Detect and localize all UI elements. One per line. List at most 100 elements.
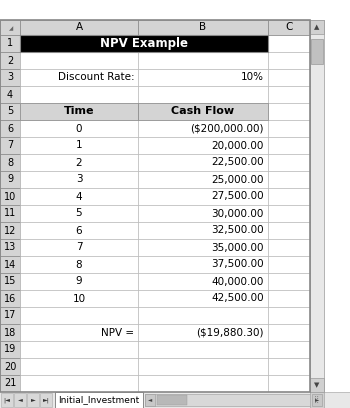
Bar xyxy=(268,358,310,375)
Bar xyxy=(0,307,20,324)
Text: 32,500.00: 32,500.00 xyxy=(211,226,264,235)
Text: 0: 0 xyxy=(76,124,82,133)
Text: 1: 1 xyxy=(76,140,82,151)
Text: C: C xyxy=(285,22,293,33)
Bar xyxy=(310,378,324,392)
Bar xyxy=(268,290,310,307)
Text: Initial_Investment: Initial_Investment xyxy=(58,395,140,404)
Text: 5: 5 xyxy=(7,106,13,117)
Bar xyxy=(0,392,350,408)
Bar xyxy=(138,256,268,273)
Text: ▲: ▲ xyxy=(314,24,320,30)
Bar xyxy=(20,35,268,52)
Bar xyxy=(268,137,310,154)
Bar xyxy=(20,35,138,52)
Bar xyxy=(0,239,20,256)
Text: 2: 2 xyxy=(76,157,82,168)
Bar xyxy=(20,171,138,188)
Text: 9: 9 xyxy=(76,277,82,286)
Bar xyxy=(1,393,13,407)
Bar xyxy=(0,69,20,86)
Bar xyxy=(0,120,20,137)
Bar xyxy=(55,392,143,408)
Text: 5: 5 xyxy=(76,208,82,219)
Text: 11: 11 xyxy=(4,208,16,219)
Text: ►: ► xyxy=(31,397,35,403)
Bar xyxy=(0,52,20,69)
Bar xyxy=(0,35,20,52)
Bar xyxy=(138,20,268,35)
Text: 17: 17 xyxy=(4,310,16,321)
Bar xyxy=(310,20,324,34)
Text: ◄: ◄ xyxy=(18,397,22,403)
Text: 8: 8 xyxy=(7,157,13,168)
Bar xyxy=(20,120,138,137)
Text: ►|: ►| xyxy=(43,397,49,403)
Text: 18: 18 xyxy=(4,328,16,337)
Text: ◄: ◄ xyxy=(148,397,152,403)
Text: 8: 8 xyxy=(76,259,82,270)
Bar xyxy=(20,239,138,256)
Bar xyxy=(20,188,138,205)
Bar xyxy=(268,20,310,35)
Text: 27,500.00: 27,500.00 xyxy=(211,191,264,202)
Text: A: A xyxy=(76,22,83,33)
Text: 40,000.00: 40,000.00 xyxy=(212,277,264,286)
Text: 14: 14 xyxy=(4,259,16,270)
Text: 25,000.00: 25,000.00 xyxy=(211,175,264,184)
Bar xyxy=(0,256,20,273)
Text: 13: 13 xyxy=(4,242,16,253)
Bar xyxy=(138,137,268,154)
Bar xyxy=(268,256,310,273)
Bar xyxy=(138,171,268,188)
Bar xyxy=(268,120,310,137)
Bar xyxy=(268,171,310,188)
Bar xyxy=(0,154,20,171)
Text: 1: 1 xyxy=(7,38,13,49)
Text: 2: 2 xyxy=(7,55,13,66)
Bar xyxy=(268,154,310,171)
Bar xyxy=(138,341,268,358)
Bar xyxy=(138,307,268,324)
Text: 20: 20 xyxy=(4,361,16,372)
Bar xyxy=(268,69,310,86)
Bar xyxy=(268,86,310,103)
Bar xyxy=(40,393,52,407)
Text: ◢: ◢ xyxy=(9,26,13,31)
Bar xyxy=(138,103,268,120)
Text: 4: 4 xyxy=(7,89,13,100)
Bar xyxy=(138,273,268,290)
Bar xyxy=(138,188,268,205)
Bar xyxy=(138,222,268,239)
Bar xyxy=(0,205,20,222)
Bar xyxy=(20,103,138,120)
Text: 16: 16 xyxy=(4,293,16,304)
Bar xyxy=(138,52,268,69)
Text: 7: 7 xyxy=(7,140,13,151)
Bar xyxy=(268,307,310,324)
Bar xyxy=(268,222,310,239)
Bar xyxy=(312,394,322,406)
Bar xyxy=(0,86,20,103)
Bar xyxy=(268,341,310,358)
Bar xyxy=(268,188,310,205)
Bar xyxy=(145,394,322,406)
Bar xyxy=(20,222,138,239)
Bar xyxy=(138,103,268,120)
Text: 4: 4 xyxy=(76,191,82,202)
Bar xyxy=(0,273,20,290)
Text: ($200,000.00): ($200,000.00) xyxy=(190,124,264,133)
Bar xyxy=(0,188,20,205)
Bar xyxy=(138,290,268,307)
Bar xyxy=(138,358,268,375)
Text: Time: Time xyxy=(64,106,94,117)
Bar xyxy=(138,239,268,256)
Bar xyxy=(268,205,310,222)
Bar xyxy=(20,324,138,341)
Bar xyxy=(20,52,138,69)
Bar xyxy=(20,154,138,171)
Bar xyxy=(310,392,324,408)
Bar xyxy=(0,20,310,392)
Text: ▼: ▼ xyxy=(314,382,320,388)
Text: 10: 10 xyxy=(72,293,85,304)
